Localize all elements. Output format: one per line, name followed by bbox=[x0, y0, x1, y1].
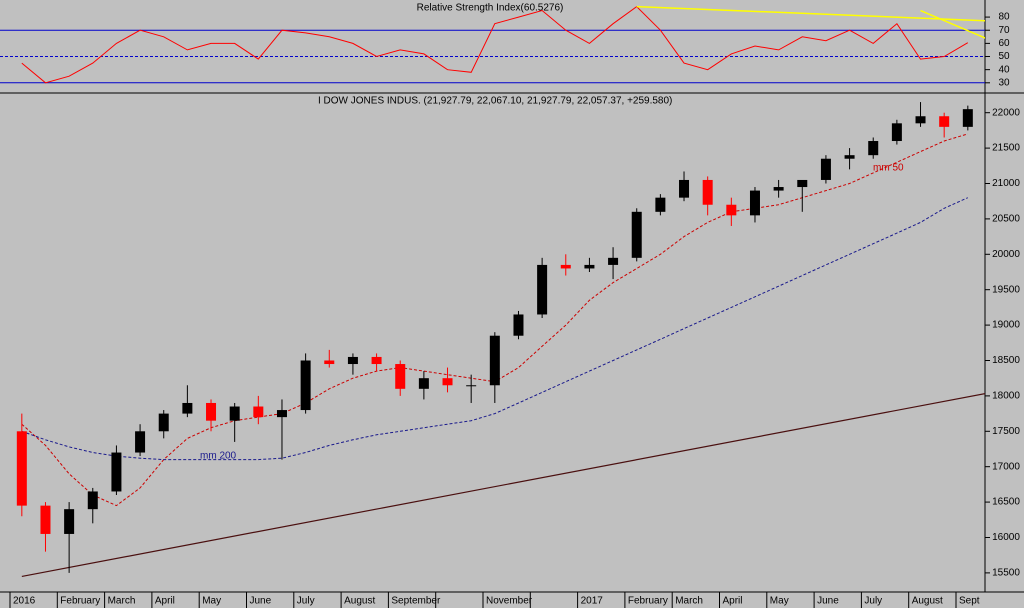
candle-body bbox=[679, 179, 690, 198]
x-tick-label: July bbox=[864, 596, 882, 607]
x-tick-label: March bbox=[675, 596, 703, 607]
candle-body bbox=[300, 360, 311, 411]
candle-body bbox=[40, 505, 51, 534]
x-tick-label: February bbox=[628, 596, 668, 607]
candle-body bbox=[418, 378, 429, 389]
candle-body bbox=[726, 204, 737, 216]
y-tick-label: 17500 bbox=[992, 426, 1020, 437]
candle-body bbox=[891, 123, 902, 142]
x-tick-label: August bbox=[912, 596, 943, 607]
x-tick-label: November bbox=[486, 596, 533, 607]
candle-body bbox=[206, 402, 217, 421]
candle-body bbox=[489, 335, 500, 386]
candle-body bbox=[324, 360, 335, 365]
x-tick-label: August bbox=[344, 596, 375, 607]
candle-body bbox=[16, 431, 27, 506]
x-tick-label: March bbox=[108, 596, 136, 607]
candle-body bbox=[158, 413, 169, 432]
x-tick-label: May bbox=[770, 596, 789, 607]
rsi-line bbox=[21, 5, 969, 84]
candle-body bbox=[939, 116, 950, 127]
x-tick-label: July bbox=[297, 596, 315, 607]
candle-body bbox=[749, 190, 760, 216]
y-tick-label: 16000 bbox=[992, 532, 1020, 543]
candle-body bbox=[135, 431, 146, 453]
trend-line bbox=[21, 392, 985, 578]
x-tick-label: 2017 bbox=[581, 596, 604, 607]
x-tick-label: 2016 bbox=[13, 596, 36, 607]
x-tick-label: September bbox=[391, 596, 441, 607]
y-tick-label: 18500 bbox=[992, 355, 1020, 366]
candle-body bbox=[631, 211, 642, 258]
candle-body bbox=[395, 364, 406, 389]
candle-body bbox=[64, 509, 75, 534]
candle-body bbox=[513, 314, 524, 336]
candle-body bbox=[276, 410, 287, 418]
x-tick-label: May bbox=[202, 596, 221, 607]
candle-body bbox=[655, 197, 666, 212]
candle-body bbox=[371, 356, 382, 365]
x-tick-label: April bbox=[723, 596, 743, 607]
price-plot bbox=[16, 102, 985, 578]
mm200-label: mm 200 bbox=[200, 451, 237, 462]
candle-body bbox=[584, 264, 595, 269]
axes: 30 40 50 60 70 80 15500 16000 16500 17000 17500 180… bbox=[9, 12, 1020, 608]
mm50-label: mm 50 bbox=[873, 163, 904, 174]
y-tick-label: 22000 bbox=[992, 107, 1020, 118]
candle-body bbox=[844, 155, 855, 159]
y-tick-label: 21500 bbox=[992, 143, 1020, 154]
y-tick-label: 19000 bbox=[992, 320, 1020, 331]
y-tick-label: 20000 bbox=[992, 249, 1020, 260]
rsi-title: Relative Strength Index(60.5276) bbox=[417, 3, 564, 14]
x-tick-label: Sept bbox=[959, 596, 980, 607]
y-tick-label: 80 bbox=[998, 12, 1010, 23]
candle-body bbox=[915, 116, 926, 124]
candle-body bbox=[111, 452, 122, 492]
candle-body bbox=[466, 385, 477, 387]
x-tick-label: June bbox=[250, 596, 272, 607]
x-tick-label: June bbox=[817, 596, 839, 607]
y-tick-label: 21000 bbox=[992, 178, 1020, 189]
candle-body bbox=[820, 158, 831, 180]
y-tick-label: 50 bbox=[998, 51, 1010, 62]
y-tick-label: 16500 bbox=[992, 497, 1020, 508]
rsi-plot bbox=[0, 5, 985, 84]
candle-body bbox=[253, 406, 264, 418]
candle-body bbox=[229, 406, 240, 421]
y-tick-label: 20500 bbox=[992, 214, 1020, 225]
candle-body bbox=[773, 187, 784, 191]
candle-body bbox=[87, 491, 98, 510]
x-tick-label: February bbox=[60, 596, 100, 607]
y-tick-label: 19500 bbox=[992, 284, 1020, 295]
trend-line bbox=[920, 9, 985, 39]
candle-body bbox=[537, 264, 548, 315]
price-title: I DOW JONES INDUS. (21,927.79, 22,067.10… bbox=[318, 96, 672, 107]
y-tick-label: 40 bbox=[998, 64, 1010, 75]
candle-body bbox=[608, 257, 619, 265]
candle-body bbox=[560, 264, 571, 269]
y-tick-label: 18000 bbox=[992, 391, 1020, 402]
moving-average bbox=[21, 197, 969, 461]
trend-line bbox=[636, 5, 985, 22]
candle-body bbox=[868, 141, 879, 156]
candle-body bbox=[962, 109, 973, 127]
candle-body bbox=[797, 179, 808, 188]
candle-body bbox=[347, 356, 358, 365]
y-tick-label: 60 bbox=[998, 38, 1010, 49]
y-tick-label: 15500 bbox=[992, 568, 1020, 579]
y-tick-label: 30 bbox=[998, 77, 1010, 88]
candle-body bbox=[442, 378, 453, 386]
y-tick-label: 70 bbox=[998, 25, 1010, 36]
x-tick-label: April bbox=[155, 596, 175, 607]
y-tick-label: 17000 bbox=[992, 461, 1020, 472]
candle-body bbox=[702, 179, 713, 205]
candle-body bbox=[182, 402, 193, 414]
